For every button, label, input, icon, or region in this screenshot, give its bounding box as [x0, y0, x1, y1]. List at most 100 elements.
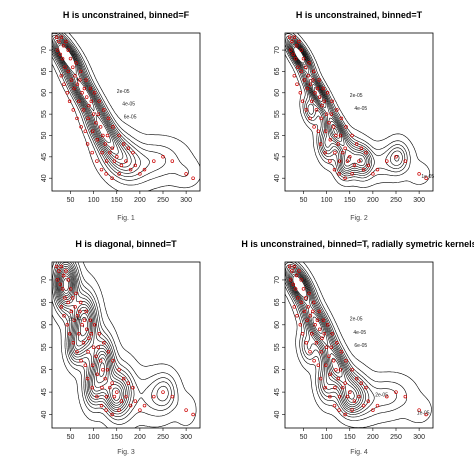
data-point [290, 39, 294, 44]
data-point [78, 309, 82, 314]
data-point [371, 408, 375, 412]
data-point [133, 163, 138, 168]
data-point [339, 116, 344, 121]
data-point [308, 82, 313, 86]
data-point [305, 86, 309, 91]
contour-level-9 [54, 39, 124, 160]
data-point [126, 146, 131, 151]
data-point [71, 108, 76, 112]
x-tick-label: 100 [321, 197, 333, 204]
data-point [66, 278, 70, 282]
data-point [104, 408, 108, 412]
x-tick-label: 250 [390, 197, 402, 204]
data-point [73, 73, 77, 78]
data-point [297, 39, 301, 44]
data-point [320, 336, 324, 341]
data-point [329, 112, 334, 116]
data-point [296, 296, 300, 300]
data-point [61, 44, 66, 48]
data-point [82, 86, 87, 91]
x-tick-label: 150 [111, 434, 123, 441]
data-point [98, 358, 103, 363]
data-point [87, 103, 91, 108]
contour-level-4 [285, 262, 375, 415]
chart-title: H is unconstrained, binned=F [63, 10, 190, 20]
figure-caption: Fig. 3 [117, 449, 135, 456]
data-point [72, 318, 76, 323]
data-point [97, 332, 101, 336]
data-point [308, 116, 312, 121]
data-point [69, 309, 74, 314]
y-tick-label: 50 [41, 366, 48, 374]
contour-level-3 [52, 262, 175, 421]
data-point [71, 296, 75, 300]
data-point [297, 269, 301, 273]
x-tick-label: 50 [67, 197, 75, 204]
data-point [304, 341, 309, 345]
data-point [295, 314, 299, 318]
data-point [295, 82, 299, 86]
data-point [299, 48, 303, 52]
data-point [341, 150, 345, 155]
data-point [62, 314, 66, 318]
chart-panel-3: H is diagonal, binned=T 2e-04 50 100 150 200 2… [41, 239, 201, 456]
data-point [311, 300, 316, 305]
data-point [352, 163, 357, 168]
data-point [78, 78, 82, 82]
y-tick-label: 40 [274, 174, 281, 182]
data-point [359, 381, 364, 385]
data-point [121, 376, 126, 381]
data-point [80, 91, 84, 95]
data-point [131, 385, 135, 390]
data-point [69, 78, 74, 82]
data-points [54, 35, 195, 180]
data-point [323, 129, 328, 133]
x-tick-label: 200 [134, 197, 146, 204]
data-point [57, 269, 61, 273]
data-point [77, 99, 81, 104]
data-point [291, 52, 296, 57]
data-point [348, 155, 352, 159]
data-point [304, 296, 308, 300]
data-point [304, 108, 309, 112]
data-point [371, 172, 375, 176]
data-point [59, 305, 64, 309]
contour-label: 4e-05 [122, 102, 135, 108]
data-point [291, 282, 296, 287]
figure-caption: Fig. 1 [117, 215, 135, 222]
x-tick-label: 300 [180, 197, 192, 204]
data-point [305, 318, 309, 323]
data-point [99, 403, 104, 408]
data-point [87, 336, 91, 341]
data-point [75, 314, 80, 318]
data-point [298, 323, 303, 327]
y-tick-label: 65 [274, 67, 281, 75]
data-point [318, 376, 323, 381]
data-point [95, 138, 100, 142]
data-point [88, 318, 93, 323]
data-point [385, 394, 389, 399]
data-point [310, 99, 314, 104]
data-point [161, 390, 165, 394]
data-point [83, 363, 88, 367]
data-point [301, 287, 306, 291]
data-points [287, 264, 428, 417]
x-tick-label: 100 [88, 434, 100, 441]
y-tick-label: 55 [41, 343, 48, 351]
x-tick-label: 150 [344, 197, 356, 204]
data-point [314, 108, 319, 112]
data-point [110, 381, 114, 385]
data-point [119, 399, 124, 403]
data-point [191, 412, 195, 417]
data-point [327, 120, 331, 125]
data-point [331, 358, 336, 363]
data-point [343, 146, 347, 151]
data-point [121, 142, 126, 146]
data-point [74, 61, 78, 65]
data-point [110, 412, 114, 417]
data-point [300, 332, 305, 336]
data-point [337, 172, 341, 176]
data-point [287, 264, 292, 269]
data-point [101, 367, 105, 372]
data-point [58, 282, 63, 287]
